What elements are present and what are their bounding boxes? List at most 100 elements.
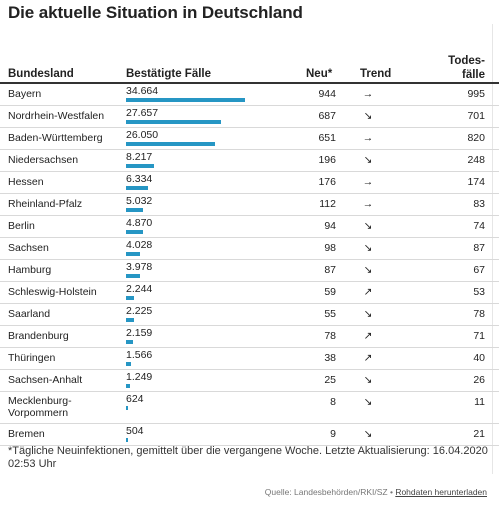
- death-count: 78: [473, 308, 485, 320]
- table-body: Bayern 34.664 944 → 995 Nordrhein-Westfalen 27…: [0, 84, 499, 446]
- new-cases: 112: [319, 198, 336, 210]
- trend-arrow-icon: ↘: [363, 242, 373, 254]
- table-row: Schleswig-Holstein 2.244 59 ↗ 53: [0, 282, 499, 304]
- new-cases: 196: [318, 154, 336, 166]
- death-count: 174: [467, 176, 485, 188]
- table-row: Niedersachsen 8.217 196 ↘ 248: [0, 150, 499, 172]
- death-count: 67: [473, 264, 485, 276]
- trend-arrow-icon: ↘: [363, 396, 373, 408]
- bundesland-name: Schleswig-Holstein: [8, 286, 97, 298]
- case-bar: [126, 186, 148, 190]
- table-row: Hamburg 3.978 87 ↘ 67: [0, 260, 499, 282]
- case-count: 1.249: [126, 371, 153, 383]
- case-bar: [126, 208, 143, 212]
- trend-arrow-icon: →: [362, 198, 374, 210]
- trend-arrow-icon: ↘: [363, 308, 373, 320]
- death-count: 83: [473, 198, 485, 210]
- table-row: Hessen 6.334 176 → 174: [0, 172, 499, 194]
- right-divider: [492, 24, 493, 474]
- column-header-trend: Trend: [360, 68, 392, 80]
- trend-arrow-icon: ↘: [363, 154, 373, 166]
- new-cases: 87: [324, 264, 336, 276]
- case-bar: [126, 164, 154, 168]
- case-count: 8.217: [126, 151, 153, 163]
- new-cases: 651: [318, 132, 336, 144]
- bundesland-name: Berlin: [8, 220, 35, 232]
- table-row: Brandenburg 2.159 78 ↗ 71: [0, 326, 499, 348]
- new-cases: 78: [324, 330, 336, 342]
- new-cases: 687: [318, 110, 336, 122]
- table-row: Bayern 34.664 944 → 995: [0, 84, 499, 106]
- trend-arrow-icon: ↗: [363, 286, 373, 298]
- case-count: 4.028: [126, 239, 153, 251]
- new-cases: 176: [318, 176, 336, 188]
- new-cases: 94: [324, 220, 336, 232]
- new-cases: 25: [324, 374, 336, 386]
- death-count: 248: [467, 154, 485, 166]
- death-count: 995: [467, 88, 485, 100]
- bundesland-name: Saarland: [8, 308, 51, 320]
- new-cases: 38: [324, 352, 336, 364]
- new-cases: 944: [318, 88, 336, 100]
- trend-arrow-icon: ↗: [363, 330, 373, 342]
- new-cases: 9: [330, 428, 336, 440]
- trend-arrow-icon: ↘: [363, 428, 373, 440]
- table-row: Rheinland-Pfalz 5.032 112 → 83: [0, 194, 499, 216]
- bundesland-name: Baden-Württemberg: [8, 132, 103, 144]
- case-bar: [126, 384, 130, 388]
- case-bar: [126, 296, 134, 300]
- case-bar: [126, 230, 143, 234]
- bundesland-name: Hamburg: [8, 264, 52, 276]
- bundesland-name: Sachsen: [8, 242, 49, 254]
- case-count: 2.159: [126, 327, 153, 339]
- trend-arrow-icon: ↘: [363, 264, 373, 276]
- case-count: 1.566: [126, 349, 153, 361]
- death-count: 74: [473, 220, 485, 232]
- death-count: 87: [473, 242, 485, 254]
- table-row: Saarland 2.225 55 ↘ 78: [0, 304, 499, 326]
- case-count: 504: [126, 425, 144, 437]
- table-row: Mecklenburg-Vorpommern 624 8 ↘ 11: [0, 392, 499, 424]
- death-count: 71: [473, 330, 485, 342]
- bundesland-name: Bremen: [8, 428, 45, 440]
- column-header-todesfaelle: Todes-fälle: [448, 54, 485, 82]
- case-bar: [126, 142, 215, 146]
- bundesland-name: Nordrhein-Westfalen: [8, 110, 105, 122]
- new-cases: 8: [330, 396, 336, 408]
- case-bar: [126, 98, 245, 102]
- case-count: 4.870: [126, 217, 153, 229]
- case-bar: [126, 252, 140, 256]
- case-count: 27.657: [126, 107, 159, 119]
- trend-arrow-icon: ↘: [363, 220, 373, 232]
- case-count: 6.334: [126, 173, 153, 185]
- case-bar: [126, 438, 128, 442]
- case-bar: [126, 406, 128, 410]
- table-row: Bremen 504 9 ↘ 21: [0, 424, 499, 446]
- download-link[interactable]: Rohdaten herunterladen: [395, 487, 487, 497]
- table-row: Sachsen 4.028 98 ↘ 87: [0, 238, 499, 260]
- death-count: 40: [473, 352, 485, 364]
- case-bar: [126, 274, 140, 278]
- case-bar: [126, 340, 133, 344]
- death-count: 53: [473, 286, 485, 298]
- todes-line-2: fälle: [461, 69, 485, 81]
- case-count: 34.664: [126, 85, 159, 97]
- bundesland-name: Niedersachsen: [8, 154, 79, 166]
- case-count: 5.032: [126, 195, 153, 207]
- table-row: Thüringen 1.566 38 ↗ 40: [0, 348, 499, 370]
- bundesland-name: Sachsen-Anhalt: [8, 374, 83, 386]
- trend-arrow-icon: ↘: [363, 374, 373, 386]
- case-count: 3.978: [126, 261, 153, 273]
- trend-arrow-icon: →: [362, 132, 374, 144]
- footnote: *Tägliche Neuinfektionen, gemittelt über…: [8, 445, 488, 470]
- source-line: Quelle: Landesbehörden/RKI/SZ • Rohdaten…: [265, 487, 487, 497]
- bundesland-name: Hessen: [8, 176, 44, 188]
- bundesland-name: Mecklenburg-Vorpommern: [8, 395, 72, 419]
- table-row: Nordrhein-Westfalen 27.657 687 ↘ 701: [0, 106, 499, 128]
- column-header-bundesland: Bundesland: [8, 68, 74, 80]
- page-title: Die aktuelle Situation in Deutschland: [8, 3, 303, 22]
- case-count: 2.244: [126, 283, 153, 295]
- new-cases: 55: [324, 308, 336, 320]
- table-row: Baden-Württemberg 26.050 651 → 820: [0, 128, 499, 150]
